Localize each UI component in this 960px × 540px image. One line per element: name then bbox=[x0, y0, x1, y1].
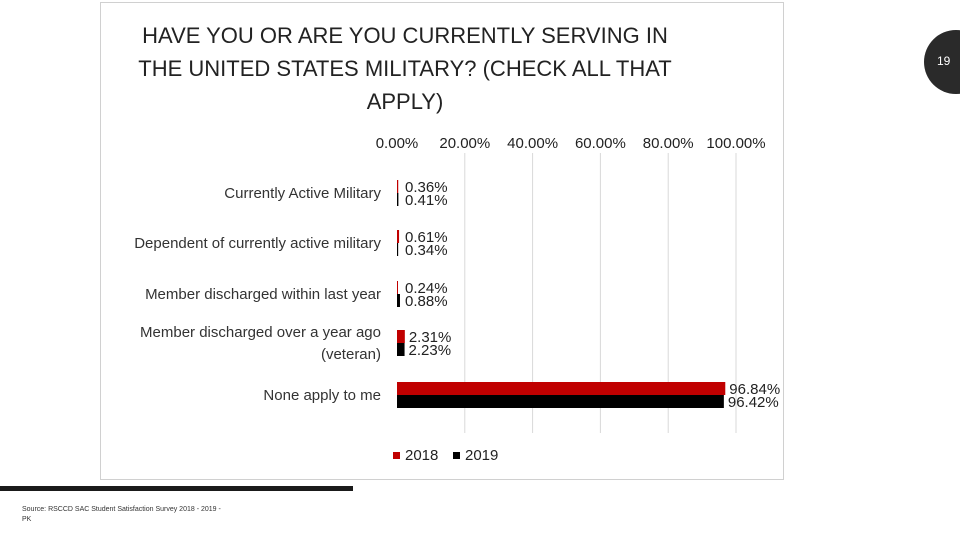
bar-2018 bbox=[397, 180, 399, 193]
data-label: 0.36% bbox=[405, 179, 448, 196]
category-label: None apply to me bbox=[263, 387, 381, 404]
bottom-rule bbox=[0, 486, 353, 491]
data-label: 0.41% bbox=[405, 192, 448, 209]
bars bbox=[397, 180, 726, 408]
x-tick-label: 60.00% bbox=[575, 135, 626, 152]
data-labels: 0.36%0.41% 0.61%0.34% 0.24%0.88% 2.31%2.23%… bbox=[405, 179, 780, 411]
legend-label: 2018 bbox=[405, 447, 438, 464]
page-number: 19 bbox=[937, 54, 951, 68]
source-note: Source: RSCCD SAC Student Satisfaction S… bbox=[22, 506, 221, 523]
bar-2019 bbox=[397, 343, 405, 356]
x-tick-label: 0.00% bbox=[376, 135, 419, 152]
x-tick-label: 20.00% bbox=[439, 135, 490, 152]
data-label: 0.24% bbox=[405, 280, 448, 297]
data-label: 0.61% bbox=[405, 229, 448, 246]
data-label: 0.34% bbox=[405, 242, 448, 259]
chart-title-line: APPLY) bbox=[367, 89, 444, 114]
bar-2018 bbox=[397, 382, 726, 395]
bar-2019 bbox=[397, 193, 399, 206]
x-tick-label: 40.00% bbox=[507, 135, 558, 152]
bar-2019 bbox=[397, 395, 724, 408]
category-label: (veteran) bbox=[321, 346, 381, 363]
legend-swatch bbox=[453, 452, 460, 459]
data-label: 96.84% bbox=[729, 381, 780, 398]
data-label: 2.31% bbox=[409, 329, 452, 346]
bar-2019 bbox=[397, 294, 400, 307]
bar-2019 bbox=[397, 243, 399, 256]
category-label: Dependent of currently active military bbox=[134, 235, 381, 252]
bar-2018 bbox=[397, 230, 400, 243]
legend: 2018 2019 bbox=[393, 447, 498, 464]
data-label: 0.88% bbox=[405, 293, 448, 310]
x-axis-ticks: 0.00% 20.00% 40.00% 60.00% 80.00% 100.00% bbox=[376, 135, 766, 152]
legend-swatch bbox=[393, 452, 400, 459]
bar-2018 bbox=[397, 281, 398, 294]
chart-title-line: HAVE YOU OR ARE YOU CURRENTLY SERVING IN bbox=[142, 23, 668, 48]
bar-2018 bbox=[397, 330, 405, 343]
chart-title-line: THE UNITED STATES MILITARY? (CHECK ALL T… bbox=[138, 56, 671, 81]
category-labels: Currently Active Military Dependent of cu… bbox=[134, 185, 381, 404]
chart-frame: HAVE YOU OR ARE YOU CURRENTLY SERVING IN… bbox=[100, 2, 784, 480]
legend-label: 2019 bbox=[465, 447, 498, 464]
chart-title: HAVE YOU OR ARE YOU CURRENTLY SERVING IN… bbox=[138, 23, 671, 114]
data-label: 96.42% bbox=[728, 394, 779, 411]
category-label: Currently Active Military bbox=[224, 185, 381, 202]
category-label: Member discharged within last year bbox=[145, 286, 381, 303]
data-label: 2.23% bbox=[409, 342, 452, 359]
x-tick-label: 100.00% bbox=[706, 135, 765, 152]
chart: HAVE YOU OR ARE YOU CURRENTLY SERVING IN… bbox=[134, 23, 780, 464]
x-tick-label: 80.00% bbox=[643, 135, 694, 152]
category-label: Member discharged over a year ago bbox=[140, 324, 381, 341]
